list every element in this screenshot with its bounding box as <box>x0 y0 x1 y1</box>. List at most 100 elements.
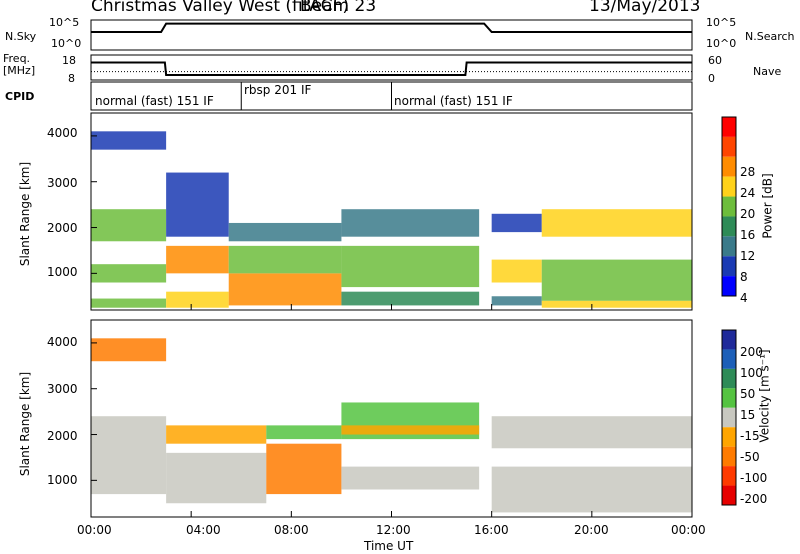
pow-cell-5-0 <box>541 209 692 237</box>
nave-label: Nave <box>753 65 782 78</box>
vel-cbar-swatch-7 <box>722 466 736 486</box>
nsearch-tick-bottom: 10^0 <box>706 37 737 50</box>
freq-label-1: Freq. <box>3 52 31 65</box>
vel-cbar-swatch-5 <box>722 427 736 447</box>
pow-cell-4-1 <box>491 213 542 233</box>
xtick-16: 16:00 <box>474 523 509 537</box>
vel-cbar-swatch-2 <box>722 368 736 389</box>
colorbars <box>721 116 737 506</box>
pow-cell-2-2 <box>228 222 342 242</box>
vel-cbar-m200: -200 <box>740 492 768 506</box>
power-cbar-swatch-5 <box>722 176 736 197</box>
pow-cell-1-0 <box>166 245 229 274</box>
cpid-segment-3: normal (fast) 151 IF <box>394 94 513 108</box>
vel-ylabel: Slant Range [km] <box>18 371 33 477</box>
nsearch-tick-top: 10^5 <box>706 16 737 29</box>
vel-cell-2-1 <box>266 425 342 440</box>
pow-cell-1-1 <box>166 291 229 308</box>
power-cbar-swatch-1 <box>722 256 736 277</box>
power-ytick-4000: 4000 <box>47 126 78 140</box>
power-cbar-24: 24 <box>740 186 756 200</box>
cpid-segment-2: rbsp 201 IF <box>244 83 312 97</box>
vel-cbar-15: 15 <box>740 408 756 422</box>
freq-label-2: [MHz] <box>3 64 36 77</box>
xlabel: Time UT <box>364 539 414 553</box>
power-cbar-4: 4 <box>740 291 748 305</box>
vel-cbar-m50: -50 <box>740 450 760 464</box>
vel-cbar-100: 100 <box>740 366 763 380</box>
power-cbar-frame <box>721 116 737 297</box>
cpid-label: CPID <box>5 90 35 103</box>
vel-cbar-frame <box>721 329 737 506</box>
power-ytick-2000: 2000 <box>47 221 78 235</box>
velocity-heatmap <box>91 338 692 513</box>
pow-cell-3-0 <box>341 245 480 288</box>
power-cbar-swatch-2 <box>722 236 736 257</box>
xtick-08: 08:00 <box>274 523 309 537</box>
vel-cbar-swatch-0 <box>722 330 736 350</box>
nave-tick-bottom: 0 <box>708 72 715 85</box>
vel-cbar-title: Velocity [m s⁻¹] <box>757 349 772 443</box>
vel-cell-4-0 <box>491 466 692 513</box>
nsky-tick-bottom: 10^0 <box>51 37 82 50</box>
vel-cbar-swatch-1 <box>722 349 736 369</box>
pow-cell-0-3 <box>91 298 167 308</box>
power-cbar-swatch-7 <box>722 136 736 157</box>
nsky-label: N.Sky <box>5 30 37 43</box>
vel-cell-4-1 <box>491 416 692 449</box>
pow-cell-3-2 <box>341 291 480 306</box>
pow-cell-4-2 <box>491 296 542 306</box>
vel-cell-1-0 <box>166 452 267 504</box>
beam-title: Beam 23 <box>300 0 377 16</box>
pow-cell-5-2 <box>541 300 692 308</box>
vel-cbar-swatch-8 <box>722 485 736 505</box>
frame-sky <box>90 19 693 51</box>
vel-cell-3-0 <box>341 466 480 490</box>
power-cbar-12: 12 <box>740 249 756 263</box>
vel-cell-3-2 <box>341 425 480 435</box>
power-cbar-swatch-3 <box>722 216 736 237</box>
nave-tick-top: 60 <box>708 54 722 67</box>
nsky-tick-top: 10^5 <box>49 16 80 29</box>
station-title: Christmas Valley West (fitACF) <box>91 0 350 16</box>
nsearch-label: N.Search <box>745 30 795 43</box>
power-cbar-swatch-6 <box>722 156 736 177</box>
power-cbar-swatch-8 <box>722 117 736 137</box>
power-ytick-1000: 1000 <box>47 265 78 279</box>
vel-ytick-1000: 1000 <box>47 473 78 487</box>
xtick-20: 20:00 <box>574 523 609 537</box>
series-freq <box>91 61 692 76</box>
xtick-24: 00:00 <box>671 523 706 537</box>
vel-cbar-m15: -15 <box>740 429 760 443</box>
pow-cell-2-0 <box>228 273 342 306</box>
vel-cbar-200: 200 <box>740 345 763 359</box>
freq-tick-bottom: 8 <box>68 72 75 85</box>
vel-cell-0-1 <box>91 338 167 362</box>
power-heatmap <box>91 131 692 308</box>
power-cbar-16: 16 <box>740 228 756 242</box>
vel-ytick-2000: 2000 <box>47 429 78 443</box>
power-ytick-3000: 3000 <box>47 176 78 190</box>
freq-tick-top: 18 <box>62 54 76 67</box>
vel-cbar-50: 50 <box>740 387 756 401</box>
pow-cell-0-0 <box>91 209 167 242</box>
series-nsky <box>91 22 692 33</box>
vel-ytick-4000: 4000 <box>47 335 78 349</box>
cpid-segment-1: normal (fast) 151 IF <box>95 94 214 108</box>
pow-cell-1-2 <box>166 172 229 237</box>
vel-cell-0-0 <box>91 416 167 495</box>
vel-cell-1-1 <box>166 425 267 444</box>
vel-cbar-swatch-3 <box>722 388 736 408</box>
pow-cell-0-2 <box>91 131 167 150</box>
vel-ytick-3000: 3000 <box>47 382 78 396</box>
date-title: 13/May/2013 <box>589 0 701 16</box>
power-cbar-20: 20 <box>740 207 756 221</box>
power-cbar-swatch-4 <box>722 196 736 217</box>
vel-cell-2-0 <box>266 443 342 495</box>
power-cbar-28: 28 <box>740 165 756 179</box>
power-ylabel: Slant Range [km] <box>18 161 33 267</box>
frame-cpid <box>90 81 693 111</box>
power-cbar-swatch-0 <box>722 276 736 296</box>
power-cbar-8: 8 <box>740 270 748 284</box>
